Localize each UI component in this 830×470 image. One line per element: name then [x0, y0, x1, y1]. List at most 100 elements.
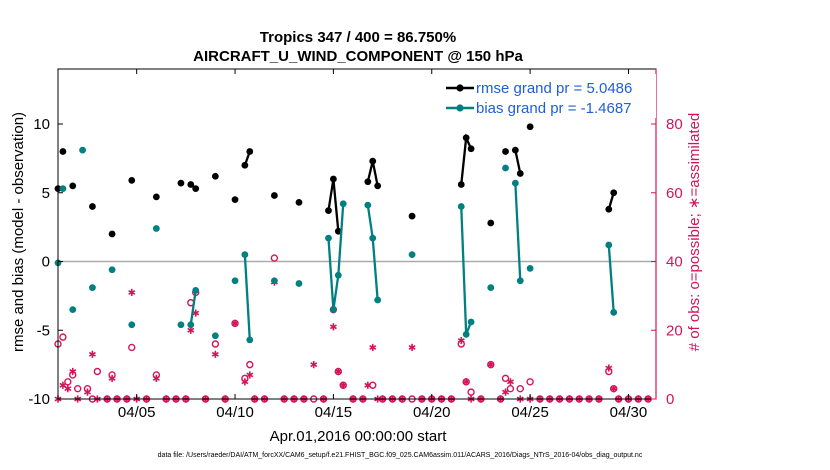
bias-line-segment: [327, 203, 345, 310]
obs-assimilated-point: [241, 378, 249, 386]
obs-assimilated-point: [231, 319, 239, 327]
plot-background: [58, 69, 656, 399]
bias-point: [329, 306, 337, 314]
bias-point: [610, 308, 618, 316]
y-left-tick-label: 10: [33, 116, 50, 133]
bias-point: [241, 251, 249, 259]
bias-point: [339, 200, 347, 208]
obs-assimilated-point: [108, 374, 116, 382]
bias-line-segment: [607, 244, 615, 313]
obs-assimilated-point: [610, 385, 618, 393]
obs-assimilated-point: [364, 381, 372, 389]
rmse-point: [462, 134, 470, 142]
obs-possible-point: [73, 384, 82, 393]
rmse-point: [246, 148, 254, 155]
bias-point: [325, 234, 332, 242]
obs-possible-point: [506, 384, 515, 393]
x-axis-label: Apr.01,2016 00:00:00 start: [270, 428, 448, 445]
y-right-tick-label: 20: [666, 322, 683, 339]
obs-assimilated-point: [457, 336, 465, 345]
bias-point: [246, 336, 254, 344]
y-axis-left: -10 -5 0 5 10: [28, 116, 63, 408]
legend-rmse-label: rmse grand pr = 5.0486: [476, 80, 632, 97]
rmse-point: [89, 203, 96, 210]
obs-possible-point: [526, 378, 534, 386]
bias-point: [462, 330, 470, 338]
chart-subtitle: AIRCRAFT_U_WIND_COMPONENT @ 150 hPa: [193, 48, 523, 65]
legend-rmse-marker: [456, 84, 464, 92]
bias-point: [152, 225, 160, 232]
obs-assimilated-point: [605, 364, 613, 372]
rmse-point: [526, 123, 534, 131]
obs-possible-point: [128, 343, 136, 352]
rmse-point: [187, 181, 195, 188]
rmse-point: [192, 185, 200, 193]
obs-assimilated-point: [83, 388, 92, 396]
obs-possible-point: [270, 254, 279, 262]
chart-title: Tropics 347 / 400 = 86.750%: [260, 29, 456, 46]
obs-possible-point: [501, 374, 510, 383]
bias-point: [457, 203, 465, 210]
x-tick-label: 04/05: [118, 404, 156, 421]
bias-point: [231, 277, 239, 285]
bias-point: [526, 264, 534, 272]
rmse-point: [128, 176, 136, 184]
legend-box: [440, 74, 656, 118]
rmse-point: [364, 178, 372, 186]
rmse-point: [516, 170, 524, 177]
bias-point: [516, 277, 524, 285]
rmse-point: [270, 192, 278, 199]
rmse-point: [152, 193, 160, 201]
legend-bias-label: bias grand pr = -1.4687: [476, 100, 632, 117]
bias-point: [364, 201, 372, 209]
bias-point: [369, 234, 377, 242]
obs-possible-point: [369, 381, 377, 389]
obs-assimilated-point: [334, 367, 342, 376]
rmse-point: [605, 205, 613, 213]
x-tick-label: 04/20: [413, 404, 451, 421]
rmse-point: [211, 172, 219, 180]
rmse-point: [59, 148, 67, 155]
rmse-point: [231, 196, 239, 204]
obs-possible-point: [93, 367, 102, 376]
legend-bias-marker: [456, 104, 464, 112]
x-tick-label: 04/10: [216, 404, 254, 421]
legend: rmse grand pr = 5.0486 bias grand pr = -…: [440, 74, 656, 118]
rmse-point: [467, 145, 475, 153]
obs-assimilated-point: [369, 343, 377, 352]
obs-assimilated-point: [501, 388, 510, 396]
obs-possible-point: [516, 384, 524, 393]
bias-point: [467, 318, 475, 326]
y-left-tick-label: 5: [42, 185, 50, 202]
obs-possible-point: [59, 333, 67, 341]
rmse-point: [241, 161, 249, 169]
y-right-tick-label: 60: [666, 185, 683, 202]
obs-assimilated-point: [462, 378, 470, 386]
bias-point: [605, 241, 613, 249]
obs-assimilated-point: [310, 361, 318, 369]
bias-point: [192, 286, 200, 294]
rmse-point: [177, 179, 185, 187]
rmse-point: [329, 175, 337, 183]
obs-assimilated-point: [487, 361, 495, 369]
obs-assimilated-point: [408, 343, 416, 352]
bias-point: [211, 332, 219, 340]
rmse-point: [325, 207, 332, 215]
bias-point: [59, 185, 67, 193]
y-left-tick-label: -5: [37, 322, 50, 339]
x-tick-label: 04/15: [315, 404, 353, 421]
bias-line-segment: [514, 183, 522, 281]
obs-assimilated-point: [152, 374, 160, 382]
plot-area: [54, 68, 657, 403]
obs-possible-point: [64, 378, 72, 386]
bias-point: [108, 266, 116, 274]
y-axis-right-label: # of obs: o=possible; ∗=assimilated: [686, 113, 703, 352]
obs-assimilated-point: [211, 350, 219, 358]
bias-point: [374, 296, 382, 304]
y-left-tick-label: -10: [28, 391, 50, 408]
rmse-point: [511, 146, 519, 154]
bias-point: [128, 321, 136, 329]
obs-possible-point: [246, 360, 254, 369]
x-axis: 04/05 04/10 04/15 04/20 04/25 04/30: [118, 69, 647, 421]
